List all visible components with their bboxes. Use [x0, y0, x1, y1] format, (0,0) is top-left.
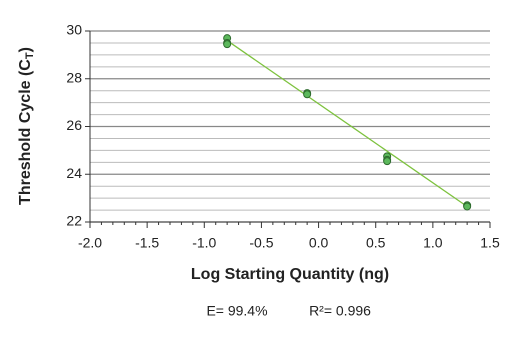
- y-label-text: Threshold Cycle (C: [17, 59, 34, 205]
- point: [383, 157, 392, 166]
- y-axis-label: Threshold Cycle (CT): [17, 47, 36, 205]
- annotation: E= 99.4%: [206, 303, 267, 319]
- x-axis-label: Log Starting Quantity (ng): [191, 266, 389, 283]
- x-tick-label: -1.5: [135, 235, 159, 251]
- x-tick-label: -2.0: [78, 235, 102, 251]
- point: [303, 90, 312, 99]
- y-label-sub: T: [24, 52, 36, 59]
- y-tick-label: 24: [66, 165, 82, 181]
- x-tick-label: 1.5: [480, 235, 500, 251]
- x-tick-label: -0.5: [249, 235, 273, 251]
- x-tick-label: 0.5: [366, 235, 386, 251]
- y-tick-label: 30: [66, 22, 82, 38]
- point: [223, 40, 232, 49]
- annotation: R²= 0.996: [309, 303, 371, 319]
- x-tick-label: -1.0: [192, 235, 216, 251]
- point: [463, 202, 472, 211]
- y-tick-label: 28: [66, 69, 82, 85]
- x-tick-label: 1.0: [423, 235, 443, 251]
- y-label-end: ): [17, 47, 34, 52]
- trendline: [226, 40, 468, 208]
- x-tick-label: 0.0: [309, 235, 329, 251]
- y-tick-label: 22: [66, 213, 82, 229]
- y-tick-label: 26: [66, 117, 82, 133]
